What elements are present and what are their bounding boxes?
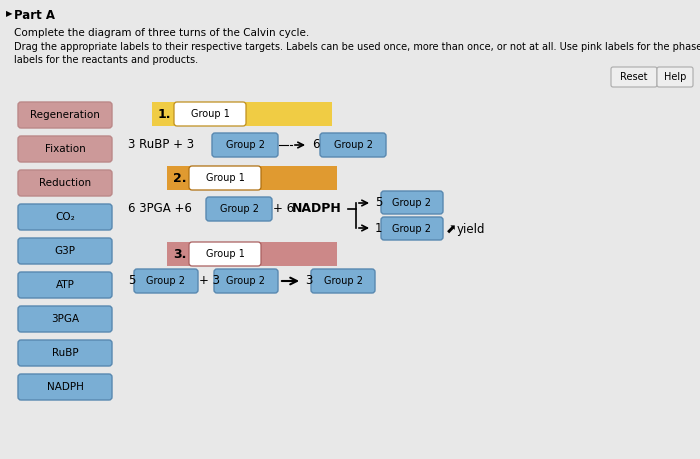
FancyBboxPatch shape: [311, 269, 375, 293]
Bar: [14, 92, 686, 450]
Text: G3P: G3P: [55, 246, 76, 256]
FancyBboxPatch shape: [18, 204, 112, 230]
Text: Regeneration: Regeneration: [30, 110, 100, 120]
FancyBboxPatch shape: [320, 133, 386, 157]
Text: Group 2: Group 2: [225, 140, 265, 150]
Bar: [167, 242, 337, 266]
Text: Drag the appropriate labels to their respective targets. Labels can be used once: Drag the appropriate labels to their res…: [14, 42, 700, 52]
Text: 6: 6: [312, 139, 319, 151]
Text: Reset: Reset: [620, 72, 648, 82]
Text: labels for the reactants and products.: labels for the reactants and products.: [14, 55, 198, 65]
Text: Group 1: Group 1: [190, 109, 230, 119]
Text: Group 2: Group 2: [393, 197, 431, 207]
Text: Help: Help: [664, 72, 686, 82]
Text: Complete the diagram of three turns of the Calvin cycle.: Complete the diagram of three turns of t…: [14, 28, 309, 38]
Text: RuBP: RuBP: [52, 348, 78, 358]
Text: Group 1: Group 1: [206, 249, 244, 259]
FancyBboxPatch shape: [18, 306, 112, 332]
Text: 2.: 2.: [173, 172, 186, 185]
Text: + 3: + 3: [199, 274, 220, 287]
Text: Part A: Part A: [14, 9, 55, 22]
FancyBboxPatch shape: [174, 102, 246, 126]
FancyBboxPatch shape: [611, 67, 657, 87]
Text: CO₂: CO₂: [55, 212, 75, 222]
Bar: [152, 102, 332, 126]
FancyBboxPatch shape: [18, 374, 112, 400]
Text: yield: yield: [457, 223, 486, 235]
Text: Group 2: Group 2: [220, 204, 258, 214]
Text: Group 2: Group 2: [146, 276, 186, 286]
Text: Group 2: Group 2: [227, 276, 265, 286]
Text: ATP: ATP: [55, 280, 74, 290]
Text: Fixation: Fixation: [45, 144, 85, 154]
Text: ▶: ▶: [6, 9, 13, 18]
FancyBboxPatch shape: [18, 136, 112, 162]
Bar: [167, 166, 337, 190]
Text: Reduction: Reduction: [39, 178, 91, 188]
Text: 3 RuBP + 3: 3 RuBP + 3: [128, 139, 194, 151]
Text: 3.: 3.: [173, 247, 186, 261]
Text: + 6: + 6: [273, 202, 298, 215]
FancyBboxPatch shape: [214, 269, 278, 293]
FancyBboxPatch shape: [657, 67, 693, 87]
Text: 3: 3: [305, 274, 312, 287]
Text: 5: 5: [375, 196, 382, 209]
FancyBboxPatch shape: [18, 238, 112, 264]
Text: 1.: 1.: [158, 107, 172, 121]
Text: ⬈: ⬈: [446, 223, 456, 235]
Text: 3PGA: 3PGA: [51, 314, 79, 324]
FancyBboxPatch shape: [189, 242, 261, 266]
FancyBboxPatch shape: [18, 170, 112, 196]
Text: Group 2: Group 2: [393, 224, 431, 234]
FancyBboxPatch shape: [18, 102, 112, 128]
Text: Group 2: Group 2: [323, 276, 363, 286]
Text: 6 3PGA +6: 6 3PGA +6: [128, 202, 192, 215]
FancyBboxPatch shape: [189, 166, 261, 190]
FancyBboxPatch shape: [134, 269, 198, 293]
FancyBboxPatch shape: [212, 133, 278, 157]
Text: Group 1: Group 1: [206, 173, 244, 183]
FancyBboxPatch shape: [18, 272, 112, 298]
Text: Group 2: Group 2: [333, 140, 372, 150]
FancyBboxPatch shape: [206, 197, 272, 221]
FancyBboxPatch shape: [18, 340, 112, 366]
Text: 1: 1: [375, 222, 382, 235]
FancyBboxPatch shape: [381, 217, 443, 240]
FancyBboxPatch shape: [381, 191, 443, 214]
Text: NADPH: NADPH: [292, 202, 342, 215]
Text: NADPH: NADPH: [47, 382, 83, 392]
Text: 5: 5: [128, 274, 135, 287]
